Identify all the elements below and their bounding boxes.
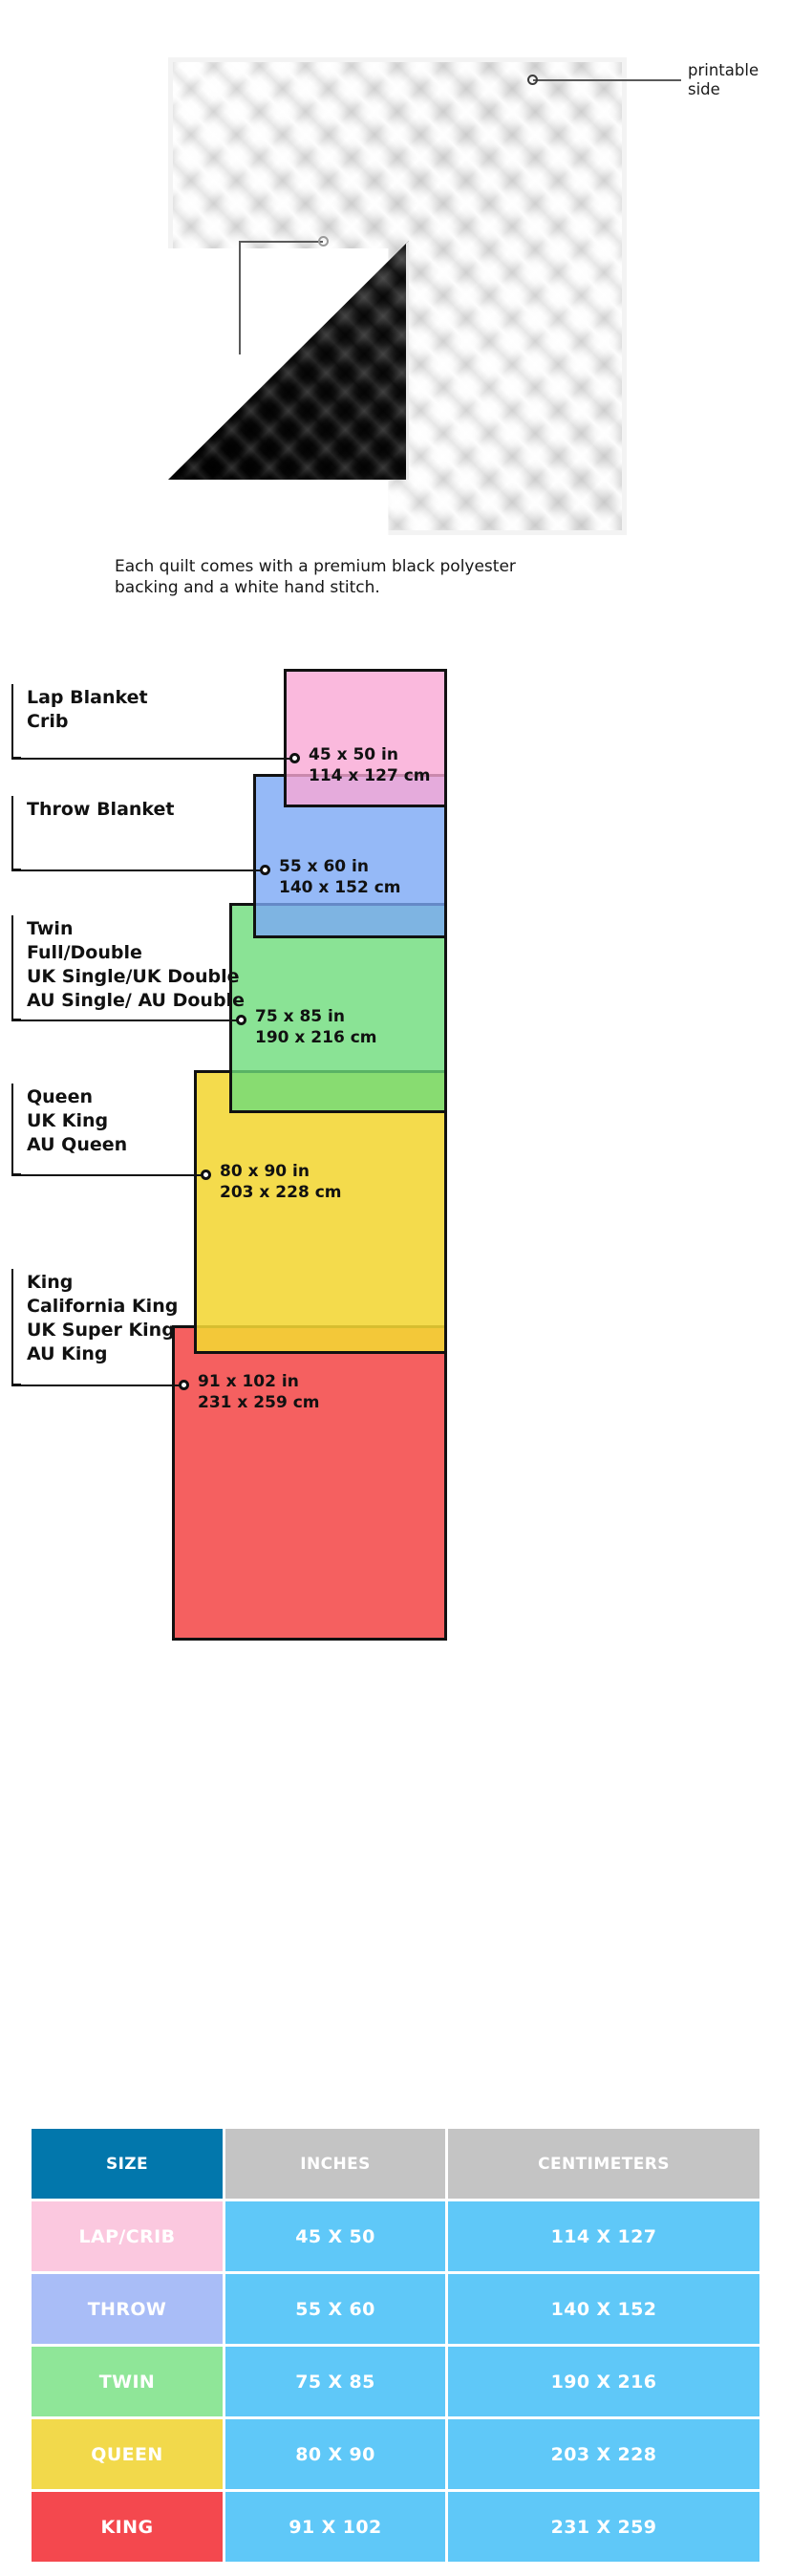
backing-leader-horizontal	[239, 241, 323, 243]
caption-throw: 55 x 60 in 140 x 152 cm	[279, 857, 401, 897]
table-cell-size-throw: THROW	[32, 2274, 223, 2344]
group-label-king: King California King UK Super King AU Ki…	[27, 1272, 179, 1364]
bracket-lap-crib	[11, 684, 21, 759]
table-cell-size-queen: QUEEN	[32, 2419, 223, 2489]
table-cell-inches-lap-crib: 45 X 50	[225, 2201, 446, 2271]
table-cell-centimeters-king: 231 X 259	[448, 2492, 759, 2562]
leader-dot-throw	[260, 865, 270, 875]
table-cell-size-twin: TWIN	[32, 2347, 223, 2416]
caption-twin: 75 x 85 in 190 x 216 cm	[255, 1007, 377, 1047]
table-header-inches: INCHES	[225, 2129, 446, 2199]
quilt-artwork	[168, 57, 627, 535]
bracket-queen	[11, 1084, 21, 1175]
leader-dot-lap-crib	[289, 753, 300, 763]
size-rect-queen	[194, 1070, 447, 1354]
bracket-throw	[11, 796, 21, 870]
group-label-throw: Throw Blanket	[27, 799, 175, 820]
table-cell-inches-throw: 55 X 60	[225, 2274, 446, 2344]
table-cell-centimeters-throw: 140 X 152	[448, 2274, 759, 2344]
table-row: THROW 55 X 60 140 X 152	[32, 2274, 759, 2344]
table-header-centimeters: CENTIMETERS	[448, 2129, 759, 2199]
table-row: LAP/CRIB 45 X 50 114 X 127	[32, 2201, 759, 2271]
table-cell-inches-king: 91 X 102	[225, 2492, 446, 2562]
quilt-black-backing	[168, 241, 409, 480]
leader-lap-crib	[11, 758, 294, 760]
size-comparison-diagram: Lap Blanket Crib 45 x 50 in 114 x 127 cm…	[0, 669, 791, 1978]
table-row: KING 91 X 102 231 X 259	[32, 2492, 759, 2562]
group-label-queen: Queen UK King AU Queen	[27, 1086, 128, 1155]
caption-queen: 80 x 90 in 203 x 228 cm	[220, 1162, 342, 1202]
table-cell-centimeters-queen: 203 X 228	[448, 2419, 759, 2489]
backing-leader-vertical	[239, 242, 241, 354]
group-label-lap-crib: Lap Blanket Crib	[27, 687, 148, 732]
backing-description-text: Each quilt comes with a premium black po…	[115, 557, 516, 597]
leader-twin	[11, 1020, 241, 1021]
backing-callout-dot	[318, 236, 329, 247]
table-cell-size-lap-crib: LAP/CRIB	[32, 2201, 223, 2271]
table-header-size: SIZE	[32, 2129, 223, 2199]
table-cell-inches-twin: 75 X 85	[225, 2347, 446, 2416]
size-rect-lap-crib	[284, 669, 447, 807]
bracket-king	[11, 1269, 21, 1385]
group-label-twin: Twin Full/Double UK Single/UK Double AU …	[27, 918, 245, 1011]
size-rect-king	[172, 1325, 447, 1641]
printable-side-label: printable side	[688, 61, 759, 98]
leader-dot-queen	[201, 1170, 211, 1180]
table-row: TWIN 75 X 85 190 X 216	[32, 2347, 759, 2416]
printable-side-callout-dot	[527, 75, 538, 85]
bracket-twin	[11, 915, 21, 1020]
table-row: QUEEN 80 X 90 203 X 228	[32, 2419, 759, 2489]
caption-lap-crib: 45 x 50 in 114 x 127 cm	[309, 745, 431, 785]
leader-king	[11, 1385, 183, 1386]
caption-king: 91 x 102 in 231 x 259 cm	[198, 1372, 320, 1412]
quilt-illustration-section: printable side Each quilt comes with a p…	[0, 0, 791, 597]
leader-throw	[11, 869, 265, 871]
size-reference-table: SIZE INCHES CENTIMETERS LAP/CRIB 45 X 50…	[29, 2126, 762, 2565]
leader-dot-king	[179, 1380, 189, 1390]
table-cell-size-king: KING	[32, 2492, 223, 2562]
leader-dot-twin	[236, 1015, 246, 1025]
leader-queen	[11, 1174, 205, 1176]
table-cell-centimeters-twin: 190 X 216	[448, 2347, 759, 2416]
table-cell-inches-queen: 80 X 90	[225, 2419, 446, 2489]
table-header-row: SIZE INCHES CENTIMETERS	[32, 2129, 759, 2199]
printable-side-leader-line	[533, 79, 681, 81]
table-cell-centimeters-lap-crib: 114 X 127	[448, 2201, 759, 2271]
